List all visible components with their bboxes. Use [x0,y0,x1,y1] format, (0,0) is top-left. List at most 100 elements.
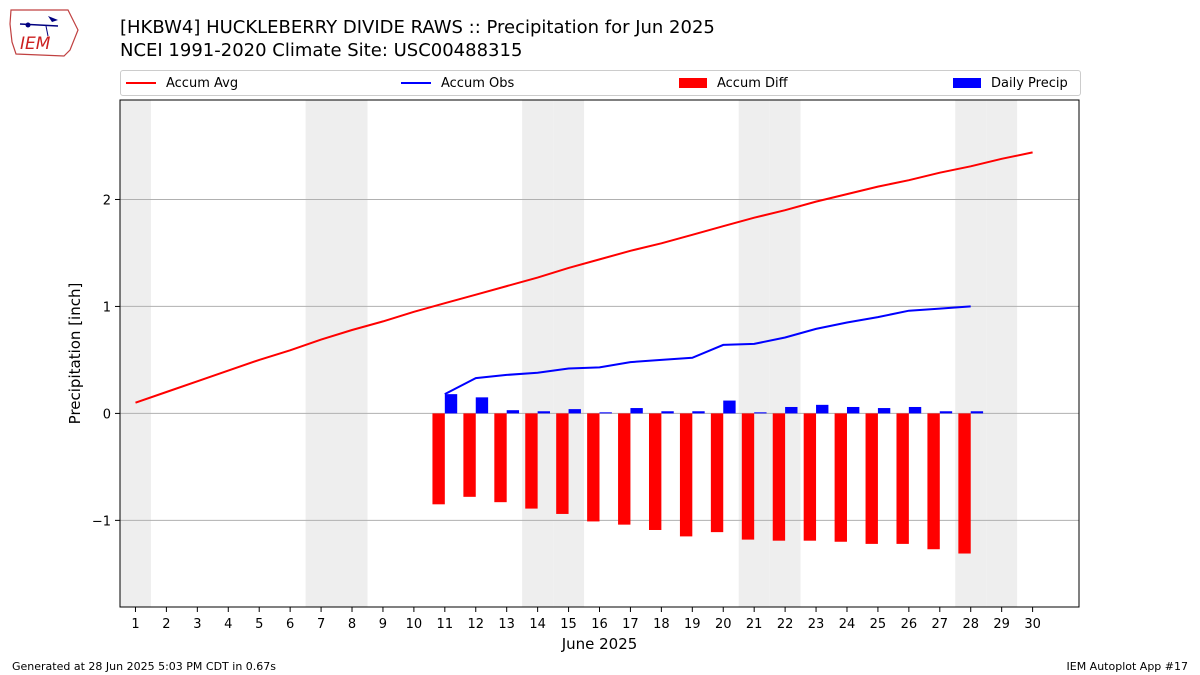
x-tick-label: 27 [932,617,949,632]
x-tick-label: 25 [870,617,887,632]
daily-bar [939,411,953,414]
x-tick-label: 22 [777,617,794,632]
accum-avg-line [135,151,1033,404]
chart-subtitle: NCEI 1991-2020 Climate Site: USC00488315 [120,40,523,61]
x-tick-label: 2 [162,617,170,632]
x-tick-label: 11 [437,617,454,632]
diff-bar [494,413,507,503]
legend-item-daily-precip: Daily Precip [953,71,1068,95]
legend-swatch-accum-obs [401,82,431,84]
legend-label-daily-precip: Daily Precip [991,75,1068,91]
diff-bar [803,413,817,541]
daily-bar [970,411,984,414]
weekend-band [553,100,585,607]
x-tick-label: 3 [193,617,201,632]
diff-bar [958,413,971,554]
daily-bar [692,411,705,414]
y-axis-label: Precipitation [inch] [66,283,84,425]
svg-text:IEM: IEM [20,34,51,54]
daily-bar [785,406,798,414]
diff-bar [679,413,693,537]
diff-bar [772,413,786,541]
diff-bar [927,413,940,550]
x-tick-label: 6 [286,617,294,632]
legend-label-accum-avg: Accum Avg [166,75,239,91]
x-tick-label: 10 [406,617,423,632]
x-tick-label: 21 [746,617,763,632]
legend-swatch-accum-diff [679,78,707,88]
x-tick-label: 9 [379,617,387,632]
x-tick-label: 20 [715,617,732,632]
chart-title: [HKBW4] HUCKLEBERRY DIVIDE RAWS :: Preci… [120,17,715,38]
x-tick-label: 18 [653,617,670,632]
diff-bar [463,413,476,497]
footer-generated: Generated at 28 Jun 2025 5:03 PM CDT in … [12,660,277,673]
iowa-map-icon: IEM [9,9,79,57]
legend-item-accum-obs: Accum Obs [401,71,514,95]
diff-bar [525,413,538,509]
x-tick-label: 5 [255,617,263,632]
x-tick-label: 23 [808,617,825,632]
legend-item-accum-diff: Accum Diff [679,71,788,95]
legend: Accum Avg Accum Obs Accum Diff Daily Pre… [120,70,1081,96]
daily-bar [599,412,612,414]
legend-label-accum-obs: Accum Obs [441,75,515,91]
daily-bar [444,394,458,414]
diff-bar [648,413,662,530]
x-axis-label: June 2025 [561,635,638,653]
x-tick-label: 30 [1024,617,1041,632]
x-tick-label: 19 [684,617,701,632]
x-tick-label: 1 [131,617,139,632]
x-tick-label: 17 [622,617,639,632]
diff-bar [896,413,909,544]
x-tick-label: 24 [839,617,856,632]
footer-app: IEM Autoplot App #17 [1066,660,1189,673]
daily-bar [506,410,520,414]
daily-bar [846,406,860,414]
weekend-band [522,100,554,607]
legend-label-accum-diff: Accum Diff [717,75,788,91]
diff-bar [618,413,631,525]
x-tick-label: 14 [529,617,546,632]
diff-bar [741,413,755,540]
x-tick-label: 29 [993,617,1010,632]
y-tick-label: −1 [92,514,111,529]
x-tick-label: 15 [560,617,577,632]
daily-bar [475,397,489,414]
daily-bar [661,411,674,414]
daily-bar [816,404,829,414]
weekend-band [336,100,368,607]
diff-bar [556,413,569,514]
daily-bar [877,408,891,414]
daily-bar [630,408,643,414]
iem-logo: IEM [8,6,80,58]
y-tick-label: 2 [103,193,111,208]
x-tick-label: 13 [498,617,515,632]
diff-bar [710,413,724,533]
daily-bar [908,406,922,414]
x-tick-label: 4 [224,617,232,632]
legend-swatch-accum-avg [126,82,156,84]
y-tick-label: 1 [103,300,111,315]
daily-bar [723,400,736,414]
diff-bar [587,413,600,522]
x-tick-label: 28 [962,617,979,632]
daily-bar [568,409,581,414]
x-tick-label: 12 [467,617,484,632]
legend-item-accum-avg: Accum Avg [126,71,238,95]
daily-bar [754,412,767,414]
y-tick-label: 0 [103,407,111,422]
daily-bar [537,411,551,414]
x-tick-label: 26 [901,617,918,632]
diff-bar [432,413,445,505]
x-tick-label: 16 [591,617,608,632]
weekend-band [986,100,1018,607]
diff-bar [834,413,847,542]
weekend-band [305,100,337,607]
legend-swatch-daily-precip [953,78,981,88]
x-tick-label: 7 [317,617,325,632]
accum-obs-line [444,305,971,395]
x-tick-label: 8 [348,617,356,632]
weekend-band [120,100,151,607]
